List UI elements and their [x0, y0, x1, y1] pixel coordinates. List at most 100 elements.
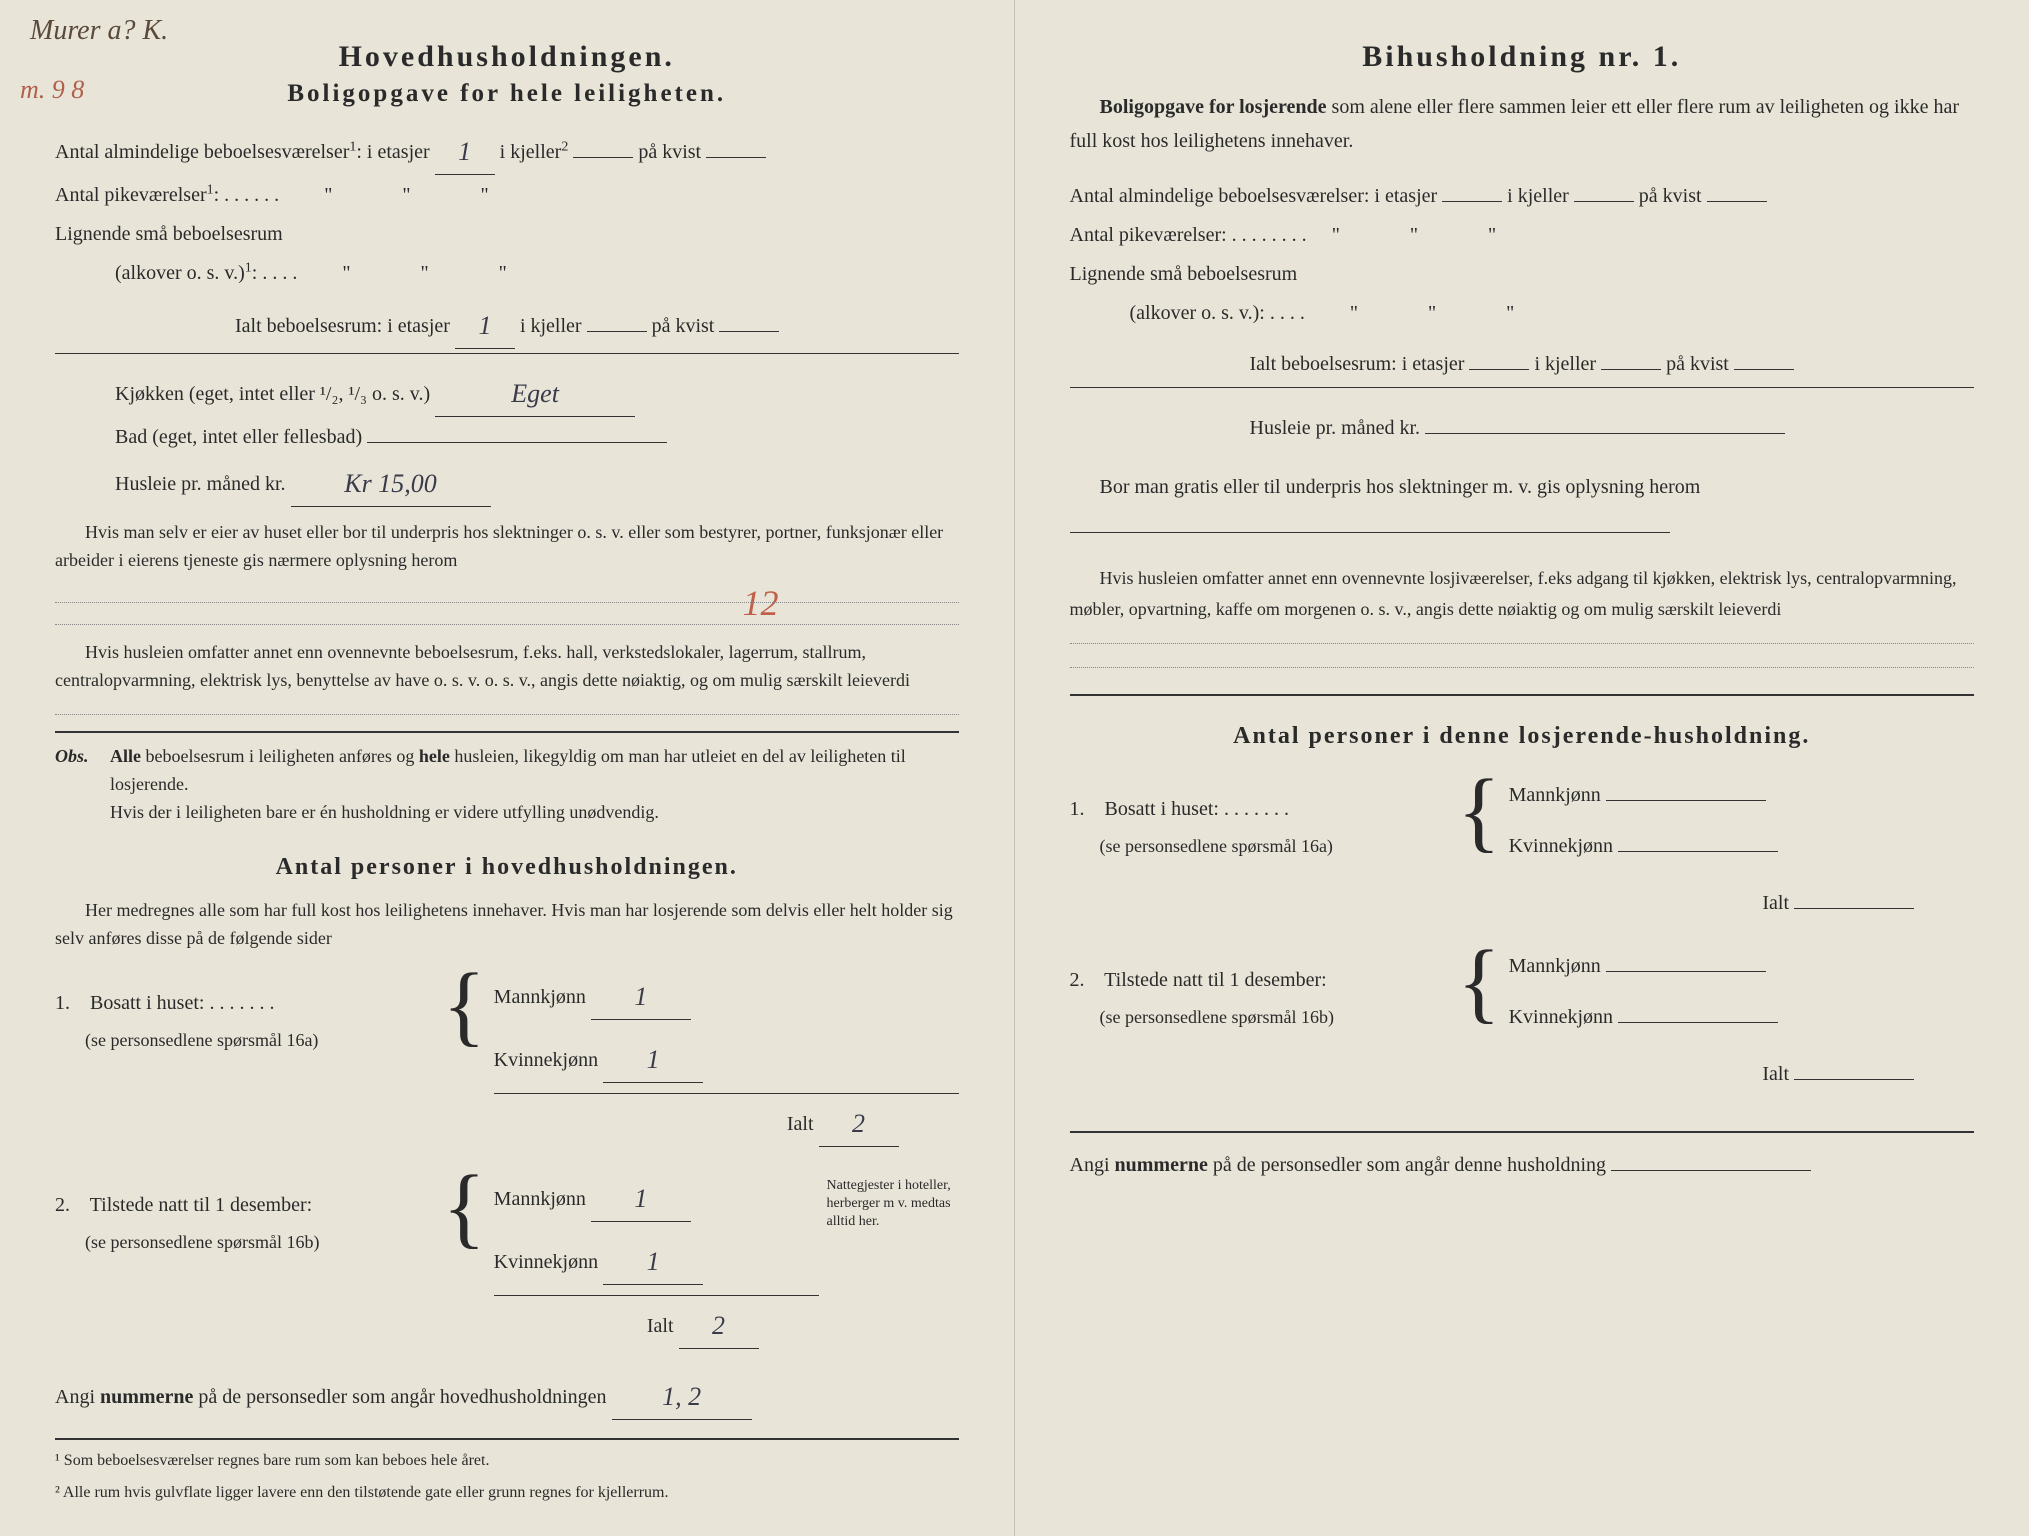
footnotes: ¹ Som beboelsesværelser regnes bare rum …	[55, 1438, 959, 1507]
r-person-block-1: 1. Bosatt i huset: . . . . . . . (se per…	[1070, 771, 1975, 930]
para-owner: Hvis man selv er eier av huset eller bor…	[55, 519, 959, 575]
p2-sub: (se personsedlene spørsmål 16b)	[55, 1232, 319, 1252]
sup2: 2	[561, 139, 568, 154]
obs-block: Obs. Alle beboelsesrum i leiligheten anf…	[55, 731, 959, 827]
r-p2-num: 2.	[1070, 962, 1100, 999]
mid2: i kjeller	[500, 141, 562, 163]
field-husleie[interactable]: Kr 15,00	[291, 458, 491, 507]
p1-num: 1.	[55, 985, 85, 1022]
field-rp2-i[interactable]	[1794, 1079, 1914, 1080]
hw: 2	[852, 1109, 865, 1138]
hw: Eget	[511, 379, 559, 408]
p1-sub: (se personsedlene spørsmål 16a)	[55, 1030, 318, 1050]
r-angi-label: Angi nummerne på de personsedler som ang…	[1070, 1154, 1607, 1176]
handwriting-margin: m. 9 8	[20, 75, 84, 105]
field-ialt-etasjer[interactable]: 1	[455, 300, 515, 349]
ialt-label: Ialt	[1762, 1063, 1789, 1085]
c: på kvist	[1639, 185, 1702, 207]
field-p1-i[interactable]: 2	[819, 1098, 899, 1147]
field-ialt-kvist[interactable]	[719, 331, 779, 332]
ditto: " " "	[342, 262, 507, 284]
field-kvist[interactable]	[706, 157, 766, 158]
r-p1-num: 1.	[1070, 791, 1100, 828]
bracket-icon: {	[1449, 942, 1508, 1023]
r-line-lignende-a: Lignende små beboelsesrum	[1070, 256, 1975, 293]
field-r-kvist[interactable]	[1707, 201, 1767, 202]
line-kjokken: Kjøkken (eget, intet eller ¹/₂, ¹/₃ o. s…	[55, 368, 959, 417]
label: Antal almindelige beboelsesværelser: i e…	[1070, 185, 1438, 207]
label: Antal pikeværelser: . . . . . . . .	[1070, 224, 1307, 246]
field-r-etasjer[interactable]	[1442, 201, 1502, 202]
ditto: " " "	[1350, 302, 1515, 324]
b: i kjeller	[1507, 185, 1569, 207]
p2-label: Tilstede natt til 1 desember:	[90, 1194, 313, 1216]
b: i kjeller	[520, 315, 582, 337]
field-p1-m[interactable]: 1	[591, 971, 691, 1020]
label: Bad (eget, intet eller fellesbad)	[115, 426, 362, 448]
r-person-block-2: 2. Tilstede natt til 1 desember: (se per…	[1070, 942, 1975, 1101]
r-angi-block: Angi nummerne på de personsedler som ang…	[1070, 1131, 1975, 1184]
footnote-2: ² Alle rum hvis gulvflate ligger lavere …	[55, 1478, 959, 1508]
right-body: Antal almindelige beboelsesværelser: i e…	[1070, 178, 1975, 1184]
field-p1-k[interactable]: 1	[603, 1034, 703, 1083]
mann-label: Mannkjønn	[494, 1188, 586, 1210]
kvinne-label: Kvinnekjønn	[494, 1049, 598, 1071]
left-subtitle: Boligopgave for hele leiligheten.	[55, 80, 959, 108]
field-p2-i[interactable]: 2	[679, 1300, 759, 1349]
hw: 1	[478, 311, 491, 340]
field-kjokken[interactable]: Eget	[435, 368, 635, 417]
field-r-ialt-kvist[interactable]	[1734, 369, 1794, 370]
field-rp2-m[interactable]	[1606, 971, 1766, 972]
dots: : . . . .	[252, 262, 298, 284]
field-angi[interactable]: 1, 2	[612, 1371, 752, 1420]
para-husleie-detail: Hvis husleien omfatter annet enn ovennev…	[55, 639, 959, 695]
mann-label: Mannkjønn	[494, 986, 586, 1008]
field-kjeller[interactable]	[573, 157, 633, 158]
bracket-icon: {	[434, 965, 493, 1046]
r-para1-text: Bor man gratis eller til underpris hos s…	[1100, 476, 1701, 498]
r-line-lignende-b: (alkover o. s. v.): . . . . " " "	[1070, 295, 1975, 332]
line-husleie: Husleie pr. måned kr. Kr 15,00	[55, 458, 959, 507]
right-lead: Boligopgave for losjerende som alene ell…	[1070, 90, 1975, 158]
field-rp1-k[interactable]	[1618, 851, 1778, 852]
field-rp1-m[interactable]	[1606, 800, 1766, 801]
obs-line-2: Hvis der i leiligheten bare er én hushol…	[110, 799, 959, 827]
person-block-1: 1. Bosatt i huset: . . . . . . . (se per…	[55, 965, 959, 1155]
p1-label: Bosatt i huset: . . . . . . .	[90, 992, 274, 1014]
hw: 1, 2	[662, 1382, 701, 1411]
field-r-husleie[interactable]	[1425, 433, 1785, 434]
ditto: " " "	[324, 184, 489, 206]
r-p2-sub: (se personsedlene spørsmål 16b)	[1070, 1007, 1334, 1027]
end: på kvist	[638, 141, 701, 163]
c: på kvist	[652, 315, 715, 337]
field-p2-m[interactable]: 1	[591, 1173, 691, 1222]
right-title: Bihusholdning nr. 1.	[1070, 40, 1975, 74]
hw: 1	[634, 1184, 647, 1213]
sup: 1	[207, 182, 214, 197]
field-rp2-k[interactable]	[1618, 1022, 1778, 1023]
kvinne-label: Kvinnekjønn	[1509, 835, 1613, 857]
field-bad[interactable]	[367, 442, 667, 443]
field-r-ialt-etasjer[interactable]	[1469, 369, 1529, 370]
a: i etasjer	[1402, 353, 1465, 375]
label: Husleie pr. måned kr.	[1250, 417, 1421, 439]
field-p2-k[interactable]: 1	[603, 1236, 703, 1285]
field-ialt-kjeller[interactable]	[587, 331, 647, 332]
dots: : . . . . . .	[214, 184, 280, 206]
field-rp1-i[interactable]	[1794, 908, 1914, 909]
field-etasjer[interactable]: 1	[435, 126, 495, 175]
r-p1-sub: (se personsedlene spørsmål 16a)	[1070, 836, 1333, 856]
r-para2: Hvis husleien omfatter annet enn ovennev…	[1070, 563, 1975, 624]
person-block-2: 2. Tilstede natt til 1 desember: (se per…	[55, 1167, 959, 1357]
field-r-kjeller[interactable]	[1574, 201, 1634, 202]
r-line-pike: Antal pikeværelser: . . . . . . . . " " …	[1070, 217, 1975, 254]
field-r-angi[interactable]	[1611, 1170, 1811, 1171]
label: (alkover o. s. v.)	[115, 262, 245, 284]
field-r-ialt-kjeller[interactable]	[1601, 369, 1661, 370]
line-pike: Antal pikeværelser1: . . . . . . " " "	[55, 177, 959, 214]
hw: 1	[647, 1045, 660, 1074]
field-r-para1[interactable]	[1070, 532, 1670, 533]
angi-label: Angi nummerne på de personsedler som ang…	[55, 1386, 607, 1408]
r-section-heading: Antal personer i denne losjerende-hushol…	[1070, 714, 1975, 758]
mann-label: Mannkjønn	[1509, 955, 1601, 977]
